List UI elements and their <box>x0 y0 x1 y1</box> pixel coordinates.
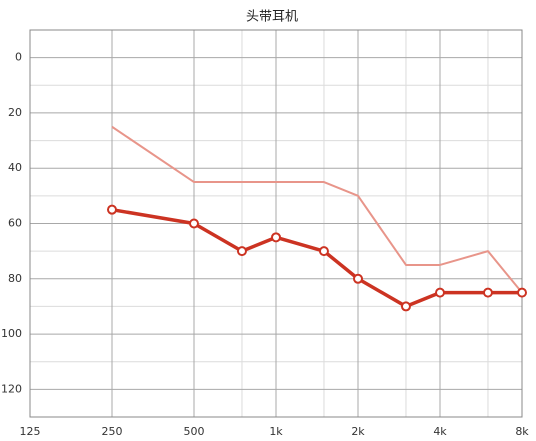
series-line <box>111 125 523 294</box>
data-point <box>236 246 247 257</box>
data-point <box>318 246 329 257</box>
data-point <box>435 287 445 298</box>
y-tick-label: 20 <box>8 106 22 119</box>
x-tick-label: 500 <box>184 425 205 438</box>
y-tick-label: 80 <box>8 272 22 285</box>
data-point <box>271 232 281 243</box>
x-tick-label: 1k <box>269 425 283 438</box>
x-tick-label: 4k <box>433 425 447 438</box>
plot-border <box>29 29 523 418</box>
data-point <box>189 218 199 229</box>
y-tick-label: 120 <box>1 382 22 395</box>
data-point <box>517 287 527 298</box>
x-tick-label: 8k <box>515 425 529 438</box>
y-tick-label: 0 <box>15 51 22 64</box>
x-tick-label: 2k <box>351 425 365 438</box>
data-point <box>482 287 493 298</box>
x-tick-label: 250 <box>102 425 123 438</box>
data-point <box>400 301 411 312</box>
y-tick-label: 60 <box>8 217 22 230</box>
data-point <box>107 204 117 215</box>
chart-title: 头带耳机 <box>246 10 298 25</box>
y-tick-label: 40 <box>8 161 22 174</box>
y-tick-label: 100 <box>1 327 22 340</box>
data-point <box>353 273 363 284</box>
x-tick-label: 125 <box>20 425 41 438</box>
series-line <box>111 207 522 309</box>
